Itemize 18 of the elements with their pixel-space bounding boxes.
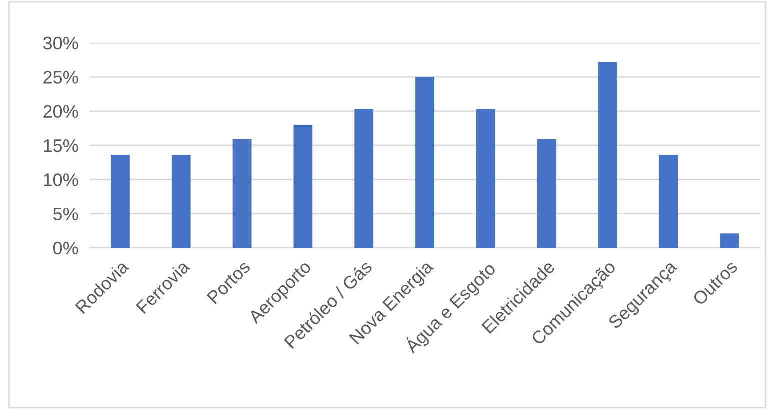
- bar: [416, 77, 434, 248]
- y-tick-label: 25%: [44, 71, 78, 84]
- bar: [659, 155, 678, 248]
- y-tick-label: 10%: [44, 174, 78, 186]
- bar: [476, 109, 496, 248]
- y-tick-label: 5%: [54, 208, 78, 221]
- bar: [111, 155, 130, 248]
- bar: [598, 62, 618, 248]
- bar: [537, 139, 556, 248]
- bar: [172, 155, 191, 248]
- bar: [720, 234, 739, 248]
- bar: [354, 109, 374, 248]
- bar: [232, 139, 252, 248]
- y-tick-label: 0%: [54, 242, 78, 255]
- bar: [294, 125, 313, 248]
- y-tick-label: 15%: [44, 140, 78, 152]
- y-tick-label: 30%: [43, 36, 78, 50]
- y-tick-label: 20%: [44, 105, 78, 118]
